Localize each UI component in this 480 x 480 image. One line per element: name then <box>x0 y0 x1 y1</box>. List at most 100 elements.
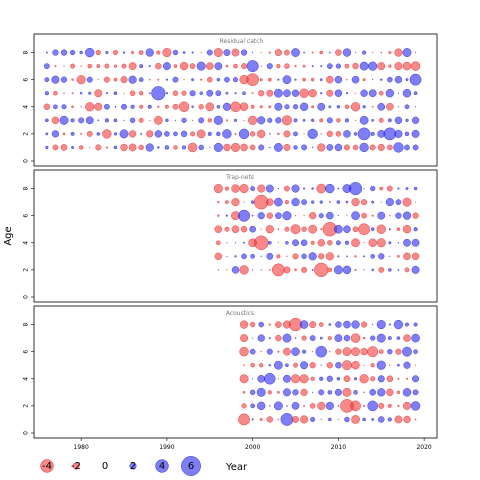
bubble <box>250 186 256 191</box>
bubble <box>234 242 237 244</box>
bubble <box>243 241 246 244</box>
bubble <box>250 200 255 204</box>
bubble <box>361 321 368 328</box>
bubble <box>148 92 151 95</box>
bubble <box>371 118 375 122</box>
bubble <box>246 73 259 86</box>
bubble <box>145 48 154 57</box>
bubble <box>145 143 154 152</box>
bubble <box>317 102 326 111</box>
bubble <box>402 346 412 357</box>
bubble <box>385 198 394 207</box>
bubble <box>350 400 361 412</box>
bubble <box>309 321 317 328</box>
bubble <box>354 51 357 54</box>
bubble <box>378 416 385 423</box>
bubble <box>361 199 368 206</box>
bubble <box>246 60 259 73</box>
bubble <box>337 405 340 407</box>
bubble <box>309 362 316 369</box>
bubble <box>174 119 177 121</box>
bubble <box>157 78 160 81</box>
y-tick-label: 0 <box>23 159 30 163</box>
bubble <box>342 265 352 275</box>
bubble <box>274 401 283 411</box>
bubble <box>327 240 333 246</box>
bubble <box>319 118 324 123</box>
bubble <box>307 128 318 139</box>
bubble <box>413 349 418 354</box>
bubble <box>334 388 342 396</box>
bubble <box>326 211 334 220</box>
bubble <box>385 89 394 98</box>
y-tick-label: 4 <box>23 241 30 245</box>
bubble <box>283 130 291 138</box>
bubble <box>231 48 240 57</box>
bubble <box>397 377 400 380</box>
bubble <box>105 146 108 149</box>
bubble <box>260 65 262 67</box>
bubble <box>59 115 69 125</box>
bubble <box>336 118 341 123</box>
bubble <box>130 104 135 109</box>
bubble <box>386 388 394 396</box>
bubble <box>280 413 294 426</box>
bubble <box>129 117 136 123</box>
bubble <box>222 102 231 111</box>
bubble <box>275 334 282 342</box>
bubble <box>275 321 282 328</box>
bubble <box>259 363 264 368</box>
bubbles <box>43 47 422 153</box>
bubble <box>274 49 282 57</box>
bubble <box>372 51 374 54</box>
bubble <box>344 240 350 245</box>
bubble <box>215 90 222 97</box>
bubble <box>370 131 375 136</box>
bubble <box>240 334 249 343</box>
bubble <box>240 226 248 233</box>
legend-item: -4 <box>40 459 54 473</box>
bubble <box>205 62 214 70</box>
bubble <box>128 62 137 70</box>
bubble <box>71 145 75 149</box>
bubble <box>368 238 377 247</box>
bubble <box>394 76 403 84</box>
bubble <box>363 187 365 190</box>
bubble <box>162 48 172 58</box>
bubble <box>310 376 315 381</box>
bubble <box>354 268 357 271</box>
bubble <box>260 51 262 54</box>
bubble <box>354 255 357 258</box>
bubble <box>412 212 419 219</box>
bubble <box>376 333 386 343</box>
bubble <box>266 63 273 70</box>
bubble <box>196 129 206 139</box>
x-axis: 1980 1990 2000 2010 2020 <box>74 438 432 451</box>
bubble <box>397 106 400 108</box>
legend-label: 6 <box>188 461 194 472</box>
bubble <box>276 64 281 69</box>
bubble <box>240 143 248 152</box>
bubble <box>343 334 351 342</box>
bubble <box>383 127 397 141</box>
bubble <box>405 78 409 82</box>
bubble <box>268 323 271 326</box>
bubble <box>320 133 322 135</box>
bubble <box>397 255 400 258</box>
bubble <box>232 77 239 83</box>
bubble <box>80 65 82 67</box>
legend-bubble <box>155 459 169 473</box>
bubble <box>234 132 237 135</box>
bubble <box>282 333 292 343</box>
bubble <box>294 268 297 272</box>
bubble <box>234 255 237 258</box>
bubble <box>224 76 230 83</box>
bubble <box>269 133 271 135</box>
bubble <box>200 78 203 81</box>
bubble <box>389 364 391 366</box>
bubble <box>113 118 118 123</box>
panel-title: Residual catch <box>220 38 264 45</box>
bubble <box>318 253 325 260</box>
bubble <box>310 240 315 245</box>
panel-frame <box>33 305 438 439</box>
